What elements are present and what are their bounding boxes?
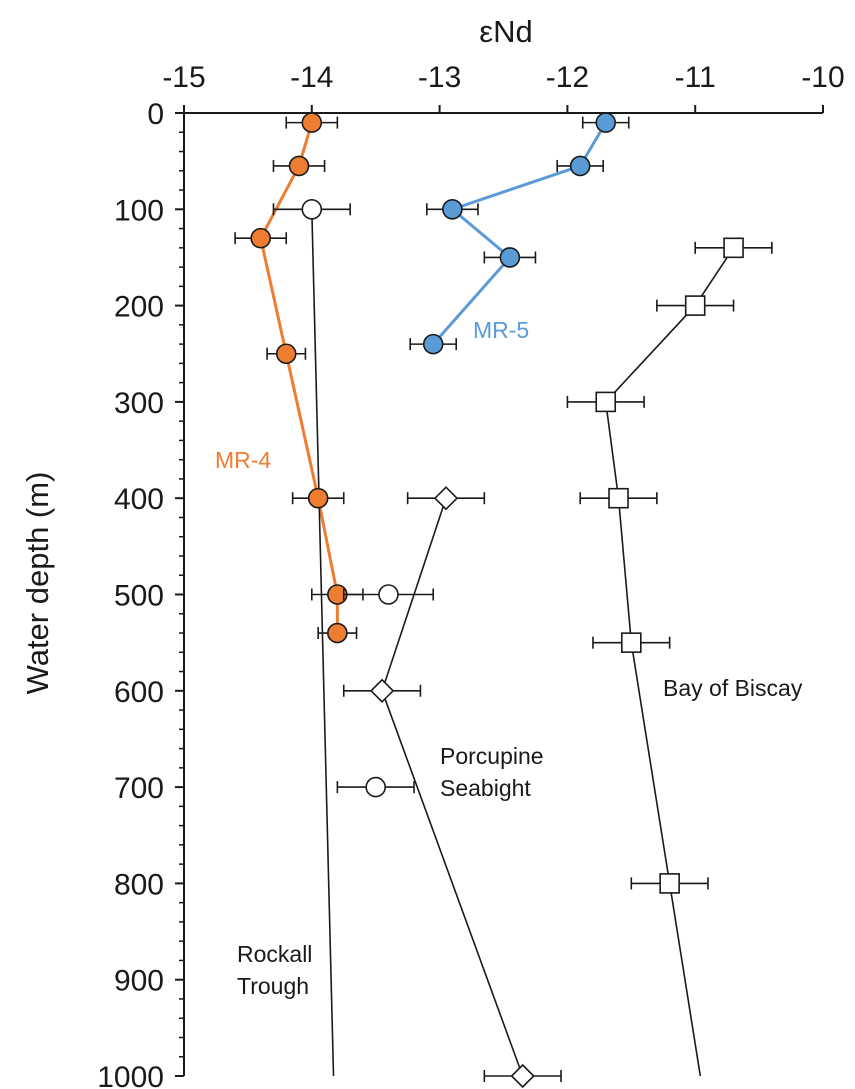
x-tick-label: -14 — [290, 61, 333, 94]
mr-4-label: MR-4 — [215, 447, 271, 473]
bay-of-biscay-label-line: Bay of Biscay — [663, 675, 803, 701]
bay-of-biscay-point — [608, 487, 629, 509]
y-tick-label: 1000 — [97, 1061, 164, 1089]
x-tick-label: -15 — [162, 61, 205, 94]
mr-4-label-line: MR-4 — [215, 447, 271, 473]
mr-4-point — [288, 155, 310, 177]
mr-4-point — [250, 227, 271, 249]
porcupine-seabight-label-line: Porcupine — [440, 743, 544, 769]
bay-of-biscay-point — [659, 873, 680, 894]
porcupine-seabight-point — [510, 1063, 535, 1089]
x-tick-label: -12 — [546, 61, 589, 94]
porcupine-seabight-label-line: Seabight — [440, 775, 531, 801]
y-tick-label: 100 — [114, 194, 164, 227]
bay-of-biscay-point — [684, 295, 706, 316]
bay-of-biscay-point — [595, 391, 617, 413]
y-tick-label: 200 — [114, 291, 164, 324]
porcupine-seabight-label: Porcupine Seabight — [440, 743, 544, 801]
mr-4-point — [301, 112, 323, 133]
porcupine-seabight-point — [369, 678, 395, 703]
rockall-trough-label-line: Trough — [237, 973, 309, 999]
x-tick-label: -10 — [801, 61, 844, 94]
mr-5-point — [442, 199, 463, 220]
mr-4-point — [275, 343, 297, 365]
y-tick-label: 300 — [114, 387, 164, 420]
mr-5-point — [499, 247, 521, 268]
bay-of-biscay-line — [604, 247, 735, 884]
y-tick-label: 500 — [114, 580, 164, 613]
x-axis-title: εNd — [479, 14, 532, 49]
rockall-trough-trend-line — [311, 209, 335, 1077]
y-tick-label: 900 — [114, 965, 164, 998]
mr-4-line — [259, 122, 339, 634]
mr-5-label: MR-5 — [473, 317, 529, 343]
rockall-trough-label-line: Rockall — [237, 941, 312, 967]
bay-of-biscay-point — [620, 632, 642, 653]
y-tick-label: 0 — [147, 98, 164, 131]
rockall-trough-point — [365, 776, 387, 798]
mr-5-point — [422, 333, 444, 355]
y-axis-title: Water depth (m) — [20, 472, 55, 695]
mr-5-point — [595, 112, 617, 133]
rockall-trough-point — [301, 199, 323, 220]
x-tick-label: -11 — [675, 61, 716, 94]
series-labels: MR-4 MR-5 Rockall Trough Porcupine Seabight Ba… — [215, 317, 803, 999]
mr-4-point — [307, 487, 329, 509]
y-axis-ticks: 0 100 200 300 400 500 600 700 800 900 1000 — [97, 98, 184, 1089]
mr-4-point — [327, 622, 348, 644]
y-tick-label: 400 — [114, 483, 164, 516]
x-tick-label: -13 — [418, 61, 461, 94]
y-tick-label: 600 — [114, 676, 164, 709]
y-tick-label: 700 — [114, 772, 164, 805]
bay-of-biscay-label: Bay of Biscay — [663, 675, 803, 701]
mr-5-label-line: MR-5 — [473, 317, 529, 343]
rockall-trough-label: Rockall Trough — [237, 941, 312, 999]
rockall-trough-point — [378, 584, 399, 605]
porcupine-seabight-point — [433, 486, 459, 511]
bay-of-biscay-point — [723, 237, 744, 259]
y-tick-label: 800 — [114, 868, 164, 901]
x-axis-ticks: -15 -14 -13 -12 -11 -10 — [162, 61, 845, 113]
bay-of-biscay-trend-line — [668, 883, 702, 1077]
mr-5-point — [569, 155, 591, 177]
series-layer — [234, 112, 773, 1089]
